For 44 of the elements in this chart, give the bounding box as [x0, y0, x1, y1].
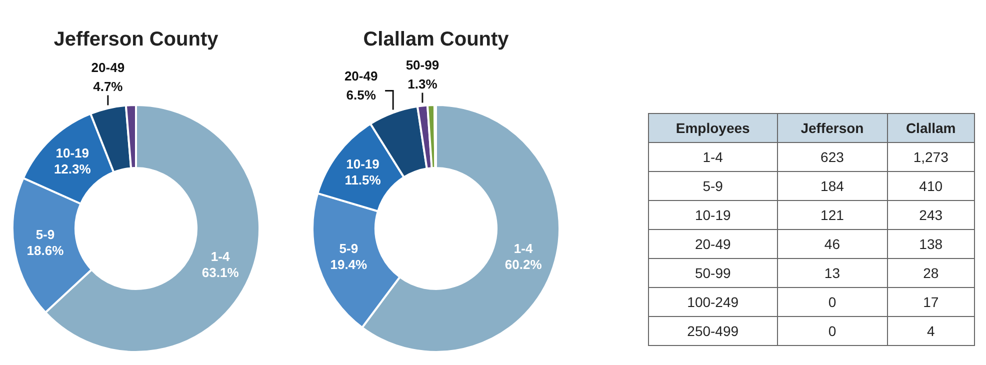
data-label: 0	[777, 288, 888, 316]
text: Clallam	[887, 114, 974, 142]
data-label: 0	[777, 316, 888, 346]
data-label: 19.4%	[330, 257, 368, 272]
data-label: 138	[887, 230, 974, 258]
data-label: 121	[777, 200, 888, 230]
data-label: 12.3%	[54, 162, 92, 177]
category-label: 250-499	[648, 316, 778, 346]
data-label: 243	[887, 200, 974, 230]
slice-label: 5-9	[339, 241, 358, 256]
slice-label: 50-99	[406, 58, 440, 73]
data-label: 410	[887, 172, 974, 200]
text: Jefferson	[777, 114, 888, 142]
data-label: 18.6%	[26, 243, 64, 258]
data-label: 623	[777, 142, 888, 172]
slice-label: 10-19	[56, 146, 90, 161]
data-label: 17	[887, 288, 974, 316]
data-label: 46	[777, 230, 888, 258]
data-label: 60.2%	[504, 257, 542, 272]
data-label: 13	[777, 258, 888, 288]
data-label: 1,273	[887, 142, 974, 172]
chart-title: Clallam County	[363, 28, 510, 51]
slice-label: 5-9	[36, 227, 55, 242]
text: Employees	[648, 114, 778, 142]
data-label: 184	[777, 172, 888, 200]
slice-label: 10-19	[346, 156, 380, 172]
data-label: 28	[887, 258, 974, 288]
data-label: 4.7%	[93, 79, 124, 94]
slice-label: 1-4	[210, 248, 230, 264]
category-label: 5-9	[648, 172, 778, 200]
chart-title: Jefferson County	[54, 28, 220, 51]
slice-label: 20-49	[91, 60, 125, 76]
category-label: 20-49	[648, 230, 778, 258]
data-label: 6.5%	[346, 88, 376, 103]
category-label: 100-249	[648, 288, 778, 316]
data-label: 11.5%	[344, 172, 382, 188]
data-label: 1.3%	[408, 76, 438, 92]
slice-label: 20-49	[344, 68, 378, 84]
data-label: 4	[887, 316, 974, 346]
category-label: 10-19	[648, 200, 778, 230]
data-label: 63.1%	[202, 264, 240, 280]
category-label: 1-4	[648, 142, 778, 172]
slice-label: 1-4	[514, 241, 534, 256]
category-label: 50-99	[648, 258, 778, 288]
